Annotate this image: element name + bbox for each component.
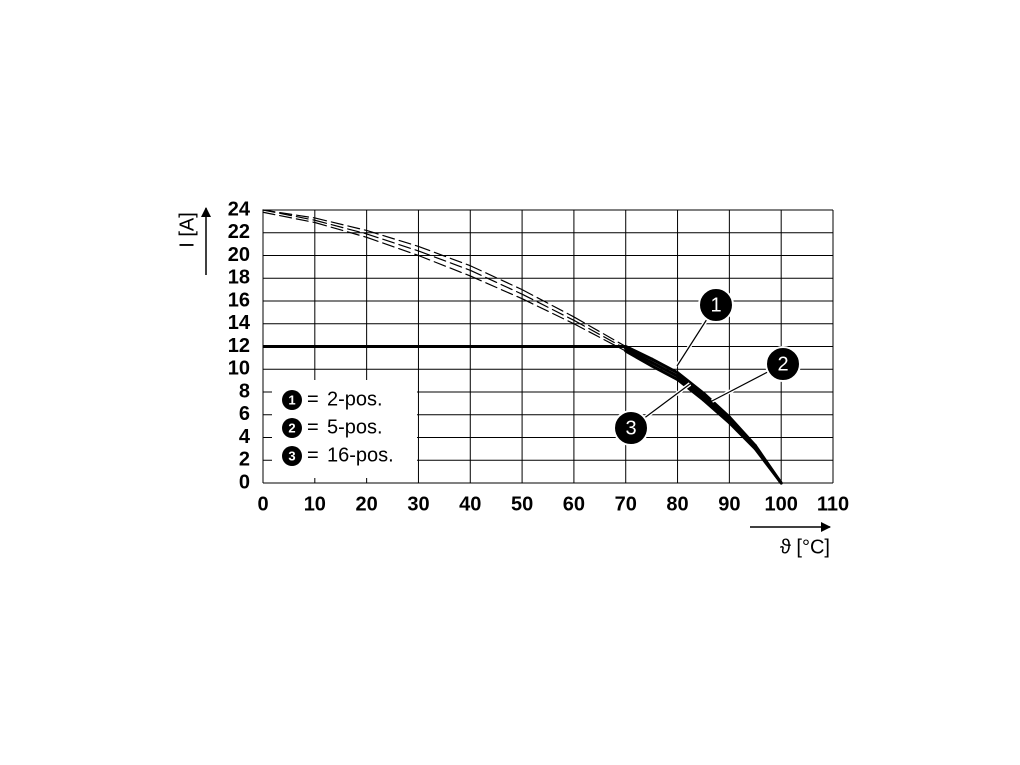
derating-curve [650, 357, 680, 375]
derating-curve [624, 345, 654, 361]
y-tick-label: 12 [228, 335, 250, 357]
callout-circle [765, 346, 801, 382]
x-tick-label: 80 [666, 493, 688, 515]
x-tick-label: 20 [356, 493, 378, 515]
derating-curve-dashed [573, 319, 627, 350]
derating-curve-dashed [469, 275, 523, 300]
legend-label: 16-pos. [327, 444, 394, 466]
derating-curve [701, 391, 731, 419]
derating-curve [701, 398, 731, 425]
derating-curve [753, 447, 783, 485]
derating-curve-dashed [262, 211, 316, 224]
derating-curve-dashed [314, 219, 368, 235]
derating-curve [676, 371, 705, 395]
derating-curve-dashed [521, 298, 575, 325]
derating-curve-dashed [521, 289, 575, 318]
x-tick-label: 100 [764, 493, 797, 515]
y-tick-label: 18 [228, 267, 250, 289]
derating-curve-dashed [417, 254, 471, 277]
legend-label: 2-pos. [327, 388, 383, 410]
x-tick-label: 70 [615, 493, 637, 515]
y-tick-label: 2 [239, 449, 250, 471]
x-tick-label: 60 [563, 493, 585, 515]
y-tick-label: 4 [239, 426, 251, 448]
x-tick-label: 0 [257, 493, 268, 515]
x-tick-label: 40 [459, 493, 481, 515]
legend-marker-label: 1 [288, 392, 295, 407]
legend-marker-label: 3 [288, 448, 295, 463]
callout-label: 3 [625, 417, 636, 439]
derating-curve-dashed [469, 269, 523, 295]
y-tick-label: 8 [239, 380, 250, 402]
y-tick-label: 0 [239, 471, 250, 493]
legend-marker [282, 418, 302, 438]
y-tick-label: 14 [228, 312, 251, 334]
derating-curve [676, 377, 705, 402]
y-tick-label: 22 [228, 221, 250, 243]
legend-marker [282, 390, 302, 410]
derating-curve-dashed [573, 323, 627, 352]
legend-separator: = [307, 416, 319, 438]
y-tick-label: 16 [228, 289, 250, 311]
derating-curve-dashed [366, 229, 420, 247]
derating-curve-dashed [417, 245, 471, 267]
x-axis-label: ϑ [°C] [780, 536, 830, 558]
callout-label: 1 [710, 294, 721, 316]
legend-label: 5-pos. [327, 416, 383, 438]
x-tick-label: 50 [511, 493, 533, 515]
legend-separator: = [307, 444, 319, 466]
x-tick-label: 30 [407, 493, 429, 515]
y-axis-label: I [A] [176, 212, 198, 248]
derating-curve [676, 374, 705, 399]
derating-curve-dashed [262, 209, 316, 221]
derating-curve-dashed [314, 217, 368, 232]
derating-curve [624, 349, 654, 368]
callout-label: 2 [777, 353, 788, 375]
y-tick-label: 6 [239, 403, 250, 425]
x-tick-label: 110 [817, 493, 849, 515]
legend-marker [282, 446, 302, 466]
derating-curve-dashed [469, 265, 523, 291]
derating-curve [727, 415, 757, 447]
y-tick-label: 20 [228, 244, 250, 266]
callout-circle [613, 410, 649, 446]
x-tick-label: 90 [718, 493, 740, 515]
derating-curve-dashed [366, 236, 420, 257]
derating-curve [650, 364, 680, 381]
derating-curve-dashed [573, 316, 627, 348]
legend-marker-label: 2 [288, 420, 295, 435]
legend-separator: = [307, 388, 319, 410]
callout-circle [698, 287, 734, 323]
derating-curve [727, 421, 757, 451]
y-tick-label: 24 [228, 198, 251, 220]
derating-curve [701, 395, 731, 422]
derating-curve-dashed [314, 221, 368, 238]
derating-curve [650, 360, 680, 378]
derating-curve-dashed [417, 250, 471, 271]
derating-curve [624, 347, 654, 364]
derating-curve-dashed [521, 293, 575, 321]
x-tick-label: 10 [304, 493, 326, 515]
derating-curve-dashed [366, 233, 420, 252]
y-tick-label: 10 [228, 358, 250, 380]
